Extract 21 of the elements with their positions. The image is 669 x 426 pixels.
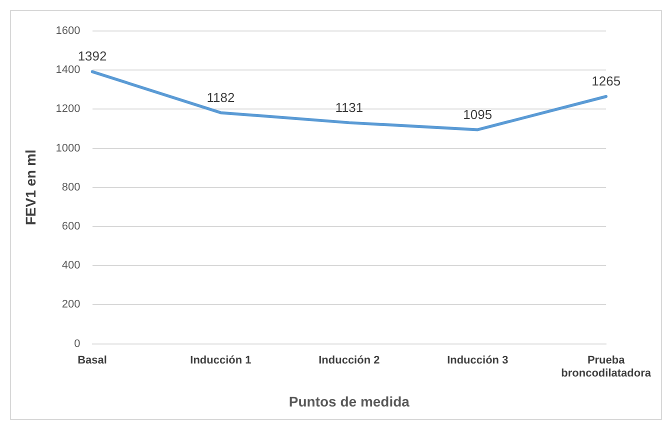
x-axis-title: Puntos de medida [288, 393, 410, 410]
x-tick-label: Inducción 1 [190, 354, 252, 366]
y-tick-label: 600 [62, 220, 80, 233]
x-tick-label: Inducción 3 [447, 354, 508, 366]
data-label: 1182 [206, 90, 235, 105]
y-axis-title: FEV1 en ml [22, 150, 38, 226]
x-tick-label: Inducción 2 [318, 354, 380, 366]
y-tick-label: 1200 [56, 103, 80, 116]
y-tick-label: 800 [62, 181, 80, 194]
data-label: 1265 [592, 74, 621, 89]
data-label: 1131 [335, 100, 364, 115]
y-tick-label: 1400 [56, 64, 80, 76]
y-tick-label: 0 [74, 338, 80, 350]
data-label: 1095 [463, 106, 492, 122]
y-tick-label: 400 [62, 260, 80, 272]
data-label: 1392 [78, 48, 107, 64]
y-tick-label: 1000 [56, 142, 80, 154]
y-tick-label: 1600 [56, 25, 80, 38]
x-tick-label: Basal [78, 354, 107, 366]
y-tick-label: 200 [62, 298, 80, 311]
x-tick-label: Prueba broncodilatadora [561, 354, 652, 380]
